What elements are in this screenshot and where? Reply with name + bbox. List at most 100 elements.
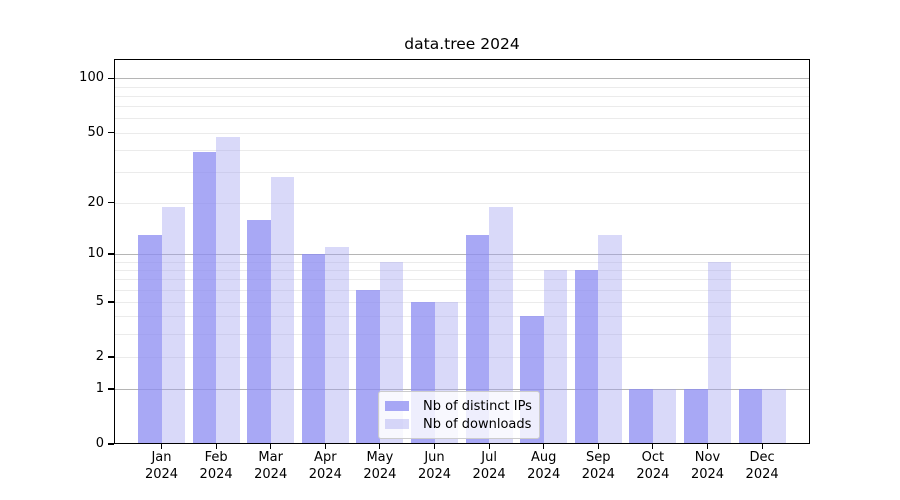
x-tick-year-sep: 2024	[581, 466, 615, 482]
x-tick-label-feb: Feb 2024	[189, 450, 244, 483]
x-tick-mar	[270, 444, 272, 449]
x-tick-year-dec: 2024	[745, 466, 779, 482]
y-tick-label-5: 5	[95, 294, 104, 310]
gridline-minor-90	[114, 86, 810, 88]
x-tick-oct	[652, 444, 654, 449]
bar-downloads-jan	[161, 206, 185, 444]
y-tick-label-20: 20	[87, 194, 104, 210]
bar-distinct-ips-sep	[574, 269, 599, 444]
x-tick-apr	[324, 444, 326, 449]
gridline-minor-30	[114, 171, 810, 173]
gridline-minor-40	[114, 149, 810, 151]
x-tick-jan	[160, 444, 163, 449]
x-tick-dec	[761, 444, 763, 449]
y-tick-0	[107, 443, 114, 445]
x-tick-jul	[488, 444, 490, 449]
bar-downloads-mar	[270, 177, 295, 444]
x-tick-feb	[215, 444, 217, 449]
x-tick-year-jan: 2024	[144, 466, 179, 482]
x-tick-may	[379, 444, 381, 449]
legend-row-distinct-ips: Nb of distinct IPs	[385, 397, 533, 415]
x-tick-label-apr: Apr 2024	[298, 450, 353, 483]
bar-distinct-ips-nov	[684, 389, 708, 444]
gridline-major-100	[114, 78, 810, 80]
bar-downloads-jul	[489, 206, 513, 444]
gridline-minor-50	[114, 132, 810, 134]
legend-row-downloads: Nb of downloads	[385, 415, 533, 433]
gridline-minor-6	[114, 289, 810, 291]
x-tick-sep	[597, 444, 599, 449]
bar-downloads-apr	[325, 247, 349, 444]
y-tick-label-1: 1	[95, 381, 104, 397]
bar-distinct-ips-jan	[138, 234, 162, 444]
y-tick-label-100: 100	[79, 70, 104, 86]
y-tick-label-50: 50	[87, 124, 104, 140]
gridline-minor-5	[114, 302, 810, 304]
x-tick-nov	[706, 444, 709, 449]
y-tick-label-2: 2	[95, 348, 104, 364]
bar-distinct-ips-oct	[629, 389, 653, 444]
gridline-minor-60	[114, 118, 810, 120]
legend-label-downloads: Nb of downloads	[423, 416, 532, 432]
gridline-minor-7	[114, 279, 810, 281]
x-tick-year-oct: 2024	[636, 466, 670, 482]
legend: Nb of distinct IPs Nb of downloads	[378, 391, 540, 439]
gridline-minor-3	[114, 334, 810, 336]
gridline-minor-8	[114, 269, 810, 271]
y-tick-50	[107, 131, 114, 134]
bar-distinct-ips-feb	[192, 151, 217, 444]
x-tick-year-nov: 2024	[690, 466, 725, 482]
gridline-minor-2	[114, 356, 810, 358]
x-tick-label-sep: Sep 2024	[571, 450, 626, 483]
gridline-minor-9	[114, 261, 810, 263]
legend-swatch-distinct-ips	[385, 401, 409, 411]
y-tick-label-0: 0	[95, 436, 104, 451]
x-tick-label-may: May 2024	[353, 450, 408, 483]
bar-distinct-ips-may	[356, 289, 380, 444]
x-tick-label-oct: Oct 2024	[626, 450, 681, 483]
x-tick-year-mar: 2024	[254, 466, 288, 482]
bar-distinct-ips-dec	[738, 389, 763, 444]
x-tick-aug	[543, 444, 545, 449]
x-tick-year-jul: 2024	[472, 466, 506, 482]
bar-downloads-oct	[652, 389, 677, 444]
gridline-minor-70	[114, 106, 810, 108]
x-tick-label-jan: Jan 2024	[134, 450, 189, 483]
bar-distinct-ips-apr	[301, 254, 326, 444]
x-tick-year-aug: 2024	[527, 466, 561, 482]
gridline-minor-4	[114, 316, 810, 318]
x-tick-label-nov: Nov 2024	[680, 450, 735, 483]
chart-title: data.tree 2024	[404, 35, 520, 53]
gridline-major-10	[114, 254, 810, 256]
x-tick-year-apr: 2024	[308, 466, 342, 482]
y-tick-1	[107, 388, 114, 390]
bar-downloads-sep	[598, 234, 622, 444]
bar-downloads-nov	[707, 261, 731, 444]
plot-area	[114, 59, 810, 444]
gridline-minor-80	[114, 95, 810, 97]
x-tick-year-jun: 2024	[417, 466, 452, 482]
y-tick-20	[107, 202, 114, 204]
bar-downloads-dec	[762, 389, 786, 444]
y-tick-100	[107, 77, 114, 79]
x-tick-year-may: 2024	[363, 466, 397, 482]
y-tick-label-10: 10	[87, 246, 104, 262]
x-tick-label-mar: Mar 2024	[243, 450, 298, 483]
x-tick-label-dec: Dec 2024	[735, 450, 790, 483]
bar-distinct-ips-mar	[247, 219, 271, 444]
y-tick-2	[107, 356, 114, 358]
x-tick-label-jul: Jul 2024	[462, 450, 517, 483]
legend-swatch-downloads	[385, 419, 409, 429]
bar-downloads-aug	[543, 269, 568, 444]
x-tick-year-feb: 2024	[199, 466, 233, 482]
y-tick-10	[107, 253, 114, 255]
y-tick-5	[107, 301, 114, 303]
x-tick-jun	[433, 444, 436, 449]
gridline-minor-20	[114, 202, 810, 204]
x-tick-label-aug: Aug 2024	[516, 450, 571, 483]
bar-downloads-feb	[216, 137, 240, 444]
gridline-major-1	[114, 389, 810, 391]
legend-label-distinct-ips: Nb of distinct IPs	[423, 398, 532, 414]
x-tick-label-jun: Jun 2024	[407, 450, 462, 483]
